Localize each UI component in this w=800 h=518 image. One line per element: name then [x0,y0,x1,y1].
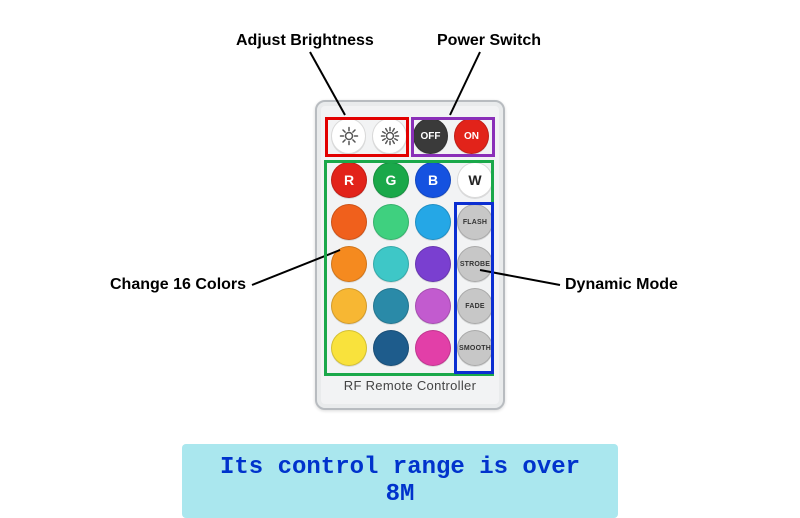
brightness-down-button[interactable] [331,118,366,154]
color-button-13[interactable] [373,288,409,324]
color-button-4[interactable] [331,204,367,240]
color-w-button[interactable]: W [457,162,493,198]
color-button-14[interactable] [415,288,451,324]
color-button-5[interactable] [373,204,409,240]
color-button-16[interactable] [331,330,367,366]
color-button-9[interactable] [373,246,409,282]
label-dynamic-mode: Dynamic Mode [565,276,678,294]
label-change-colors: Change 16 Colors [110,276,246,294]
color-g-button[interactable]: G [373,162,409,198]
color-b-button[interactable]: B [415,162,451,198]
remote-controller: OFFON RGBW FLASH STROBE FADE SMOOTH RF Remot… [315,100,505,410]
color-button-10[interactable] [415,246,451,282]
remote-brand-text: RF Remote Controller [329,372,491,393]
power-on-button[interactable]: ON [454,118,489,154]
sun-low-icon [339,126,359,146]
brightness-up-button[interactable] [372,118,407,154]
remote-button-grid: RGBW FLASH STROBE FADE SMOOTH [329,156,491,372]
color-button-18[interactable] [415,330,451,366]
sun-high-icon [380,126,400,146]
label-power-switch: Power Switch [437,32,541,50]
color-r-button[interactable]: R [331,162,367,198]
power-off-button[interactable]: OFF [413,118,448,154]
label-adjust-brightness: Adjust Brightness [236,32,374,50]
mode-strobe-button[interactable]: STROBE [457,246,493,282]
color-button-6[interactable] [415,204,451,240]
color-button-12[interactable] [331,288,367,324]
mode-smooth-button[interactable]: SMOOTH [457,330,493,366]
color-button-17[interactable] [373,330,409,366]
info-bar: Its control range is over 8M [182,444,618,518]
mode-flash-button[interactable]: FLASH [457,204,493,240]
mode-fade-button[interactable]: FADE [457,288,493,324]
color-button-8[interactable] [331,246,367,282]
remote-top-row: OFFON [329,116,491,156]
